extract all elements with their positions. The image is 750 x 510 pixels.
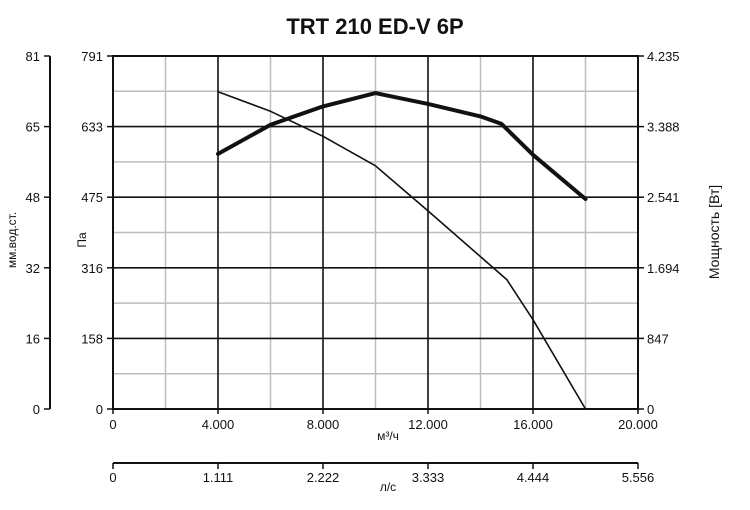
pressure-tick-label: 791: [81, 49, 103, 64]
power-tick-label: 4.235: [647, 49, 680, 64]
pressure-tick-group: 0 158 316 475 633 791: [81, 49, 113, 417]
minor-grid: [113, 56, 638, 409]
mmwg-tick-label: 48: [26, 190, 40, 205]
pressure-tick-label: 475: [81, 190, 103, 205]
pressure-tick-label: 316: [81, 261, 103, 276]
pressure-tick-label: 158: [81, 331, 103, 346]
mmwg-tick-group: 0 16 32 48 65 81: [26, 49, 50, 417]
pressure-axis-label: Па: [75, 232, 89, 248]
flow-ls-tick-label: 5.556: [622, 470, 655, 485]
flow-tick-label: 4.000: [202, 417, 235, 432]
flow-tick-label: 12.000: [408, 417, 448, 432]
mmwg-tick-label: 81: [26, 49, 40, 64]
curves-group: [216, 90, 588, 410]
flow-axis-label: м³/ч: [377, 429, 399, 443]
mmwg-axis-label: мм.вод.ст.: [5, 212, 19, 268]
power-tick-label: 0: [647, 402, 654, 417]
power-axis-label: Мощность [Вт]: [706, 185, 722, 279]
major-grid: [113, 56, 638, 409]
flow-tick-label: 20.000: [618, 417, 658, 432]
power-curve: [216, 91, 588, 201]
flow-tick-label: 8.000: [307, 417, 340, 432]
mmwg-tick-label: 0: [33, 402, 40, 417]
flow-ls-tick-label: 0: [109, 470, 116, 485]
plot-frame: [112, 55, 639, 410]
power-tick-label: 1.694: [647, 261, 680, 276]
power-tick-group: 0 847 1.694 2.541 3.388 4.235: [638, 49, 680, 417]
pressure-tick-label: 0: [96, 402, 103, 417]
flow-ls-axis-label: л/с: [380, 480, 396, 494]
pressure-tick-label: 633: [81, 120, 103, 135]
flow-tick-label: 0: [109, 417, 116, 432]
mmwg-tick-label: 16: [26, 331, 40, 346]
flow-ls-tick-label: 4.444: [517, 470, 550, 485]
flow-tick-group: 0 4.000 8.000 12.000 16.000 20.000: [109, 409, 658, 432]
chart-title: TRT 210 ED-V 6P: [286, 14, 463, 39]
flow-ls-tick-group: 0 1.111 2.222 3.333 4.444 5.556: [109, 463, 654, 485]
power-tick-label: 3.388: [647, 120, 680, 135]
flow-ls-tick-label: 2.222: [307, 470, 340, 485]
flow-tick-label: 16.000: [513, 417, 553, 432]
power-tick-label: 847: [647, 331, 669, 346]
mmwg-tick-label: 32: [26, 261, 40, 276]
pressure-curve: [217, 90, 587, 410]
flow-ls-tick-label: 3.333: [412, 470, 445, 485]
power-tick-label: 2.541: [647, 190, 680, 205]
mmwg-tick-label: 65: [26, 120, 40, 135]
flow-ls-tick-label: 1.111: [203, 470, 234, 485]
